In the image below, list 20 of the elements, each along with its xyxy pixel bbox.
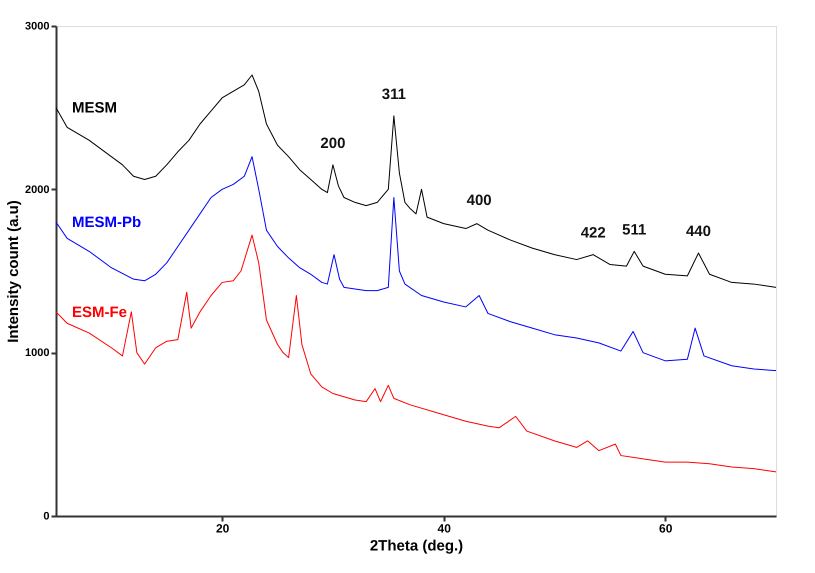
- line-series: [56, 74, 776, 288]
- y-tick-label: 3000: [25, 20, 50, 32]
- annotation: 200: [320, 134, 346, 152]
- annotation: 511: [622, 221, 646, 238]
- y-tick-label: 0: [43, 510, 50, 522]
- annotation: 440: [686, 223, 711, 240]
- series-label: MESM-Pb: [72, 214, 142, 231]
- line-series: [56, 156, 776, 372]
- annotation: 311: [382, 86, 406, 103]
- series-label: MESM: [72, 100, 117, 117]
- annotation: 422: [580, 224, 606, 242]
- x-tick-label: 40: [438, 522, 452, 536]
- y-tick-label: 1000: [25, 347, 50, 360]
- x-tick-label: 60: [659, 522, 673, 536]
- x-tick-label: 20: [216, 522, 230, 536]
- annotation: 400: [466, 192, 492, 209]
- series-label: ESM-Fe: [72, 304, 128, 321]
- y-tick-label: 2000: [25, 184, 50, 196]
- x-axis-title: 2Theta (deg.): [370, 538, 464, 554]
- y-axis-title: Intensity count (a.u): [5, 200, 22, 343]
